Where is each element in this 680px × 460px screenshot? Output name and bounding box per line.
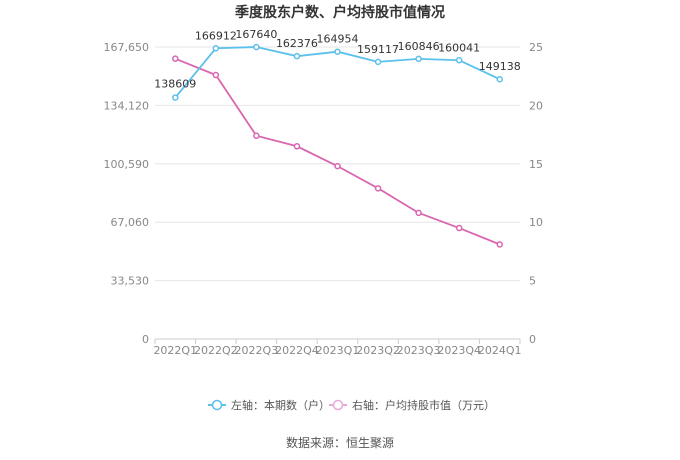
avg-value-point [374,185,382,192]
left-axis: 0 33,530 67,060 100,590 134,120 167,650 [104,41,150,346]
legend-swatch-marker [211,399,223,411]
avg-value-line [174,57,501,246]
x-tick-label: 2023Q2 [356,344,400,357]
legend-item-holders[interactable]: 左轴：本期数（户） [208,398,330,412]
x-axis: 2022Q12022Q22022Q32022Q42023Q12023Q22023… [153,339,522,357]
data-label: 166912 [195,29,237,42]
data-label: 149138 [479,60,521,73]
holders-point [172,94,179,101]
avg-value-point [253,132,260,140]
data-label: 160041 [438,41,480,54]
legend-swatch-marker [332,399,344,411]
grid [155,46,520,340]
data-label: 159117 [357,43,399,56]
data-label: 138609 [154,78,196,91]
left-tick-label: 167,650 [104,41,150,54]
data-label: 167640 [235,28,277,41]
holders-point [455,57,463,64]
right-tick-label: 25 [529,41,543,54]
avg-value-point [415,209,422,217]
holders-point [253,43,260,51]
data-label: 164954 [317,33,359,46]
x-tick-label: 2022Q2 [194,344,238,357]
right-axis: 0 5 10 15 20 25 [529,41,543,346]
avg-value-point [455,224,463,232]
holders-point [374,58,382,66]
x-tick-label: 2023Q3 [397,344,441,357]
legend-label: 左轴：本期数（户） [231,398,330,412]
source-text: 数据来源：恒生聚源 [286,435,394,450]
avg-value-point [496,241,503,248]
avg-value-point [212,71,220,79]
right-tick-label: 15 [529,158,543,171]
legend-item-avg-value[interactable]: 右轴：户均持股市值（万元） [329,398,495,412]
x-tick-label: 2024Q1 [478,344,522,357]
avg-value-point [334,162,341,170]
series-layer: 138609 1669121676401623761649541591171608… [154,28,521,248]
avg-value-point [293,143,301,150]
left-tick-label: 67,060 [111,216,150,229]
holders-point [293,52,301,60]
x-tick-label: 2022Q1 [153,344,197,357]
left-tick-label: 100,590 [104,158,150,171]
right-tick-label: 20 [529,99,543,112]
holders-point [415,55,422,63]
left-tick-label: 134,120 [104,99,150,112]
right-tick-label: 10 [529,216,543,229]
legend[interactable]: 左轴：本期数（户） 右轴：户均持股市值（万元） [208,398,495,412]
data-label: 160846 [398,40,440,53]
holders-point [334,48,341,55]
x-tick-label: 2023Q1 [316,344,360,357]
left-tick-label: 0 [142,333,149,346]
x-tick-label: 2023Q4 [437,344,481,357]
chart-title: 季度股东户数、户均持股市值情况 [234,4,445,21]
right-tick-label: 0 [529,333,536,346]
legend-label: 右轴：户均持股市值（万元） [352,398,495,412]
data-label: 162376 [276,37,318,50]
left-tick-label: 33,530 [111,275,150,288]
holders-point [212,45,220,52]
holders-point [496,75,503,83]
right-tick-label: 5 [529,275,536,288]
avg-value-point [172,55,179,62]
x-tick-label: 2022Q4 [275,344,319,357]
x-tick-label: 2022Q3 [235,344,279,357]
